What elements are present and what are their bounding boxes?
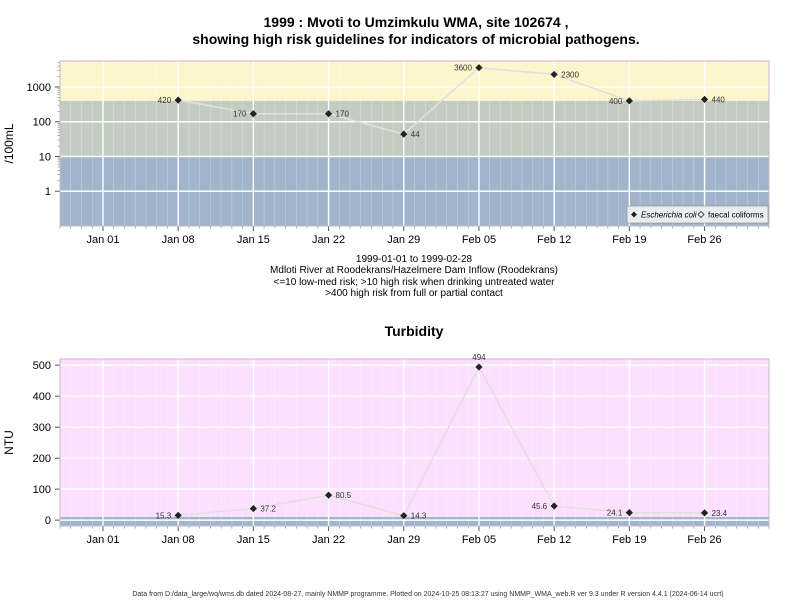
data-point [625, 509, 633, 517]
y-tick-label: 400 [33, 391, 51, 403]
data-label: 3600 [454, 64, 472, 73]
data-label: 494 [472, 353, 486, 362]
chart-title-line1: 1999 : Mvoti to Umzimkulu WMA, site 1026… [264, 14, 569, 30]
data-label: 420 [158, 96, 172, 105]
data-point [550, 70, 558, 79]
x-tick-label: Jan 29 [387, 534, 420, 546]
data-point [249, 110, 257, 118]
data-label: 24.1 [607, 509, 623, 518]
legend-marker-ecoli [631, 211, 637, 218]
data-point [400, 512, 408, 520]
legend-marker-faecal [697, 210, 705, 219]
data-label: 15.3 [156, 511, 172, 520]
x-tick-label: Jan 01 [86, 234, 119, 246]
legend-label-faecal: faecal coliforms [708, 211, 764, 220]
data-point [700, 95, 709, 103]
y-tick-label: 200 [33, 453, 51, 465]
low-band [60, 517, 769, 526]
turbidity-title: Turbidity [385, 323, 444, 339]
turbidity-panel: Jan 01 Jan 08 Jan 15 Jan 22 Jan 29 Feb 05 Feb … [2, 323, 770, 546]
data-point [475, 64, 483, 72]
x-tick-label: Jan 15 [237, 234, 270, 246]
plot-frame [59, 60, 770, 227]
data-label: 23.4 [712, 509, 728, 518]
y-tick-label: 100 [33, 484, 51, 496]
caption-site: Mdloti River at Roodekrans/Hazelmere Dam… [270, 265, 558, 276]
ecoli-panel: Jan 01 Jan 08 Jan 15 Jan 22 Jan 29 Feb 05 Feb … [2, 60, 770, 246]
data-point [174, 96, 182, 104]
x-tick-label: Feb 19 [612, 234, 646, 246]
data-label: 80.5 [336, 491, 352, 500]
data-point [249, 504, 257, 513]
caption-guideline-contact: >400 high risk from full or partial cont… [325, 288, 503, 299]
caption-guideline-drinking: <=10 low-med risk; >10 high risk when dr… [274, 277, 556, 288]
data-label: 14.3 [411, 512, 427, 521]
x-tick-label: Jan 08 [162, 234, 195, 246]
series-line [178, 365, 705, 517]
data-point [550, 502, 558, 510]
footer-note: Data from D:/data_large/wq/wms.db dated … [132, 591, 723, 598]
x-tick-label: Feb 26 [687, 534, 721, 546]
x-tick-label: Feb 12 [537, 234, 571, 246]
y-tick-label: 10 [39, 151, 51, 163]
legend-label-ecoli: Escherichia coli [641, 211, 697, 220]
x-tick-label: Feb 19 [612, 534, 646, 546]
data-point [174, 511, 182, 519]
data-label: 44 [411, 130, 420, 139]
chart-title-line2: showing high risk guidelines for indicat… [192, 31, 639, 47]
y-axis-label: NTU [2, 430, 16, 455]
x-tick-label: Feb 26 [687, 234, 721, 246]
y-tick-label: 1 [45, 186, 51, 198]
series-line [178, 66, 705, 136]
x-tick-label: Jan 22 [312, 234, 345, 246]
data-point [324, 491, 333, 499]
x-tick-label: Jan 29 [387, 234, 420, 246]
data-point [324, 110, 333, 118]
data-label: 170 [233, 110, 247, 119]
y-tick-label: 1000 [27, 82, 51, 94]
data-label: 400 [609, 97, 623, 106]
x-tick-label: Jan 01 [86, 534, 119, 546]
y-axis-label: /100mL [2, 123, 16, 163]
data-label: 2300 [561, 70, 579, 79]
data-point [400, 130, 408, 138]
data-label: 170 [336, 110, 350, 119]
x-tick-label: Feb 05 [462, 234, 496, 246]
y-tick-label: 300 [33, 422, 51, 434]
plot-frame [59, 358, 770, 527]
data-point [475, 363, 483, 371]
y-tick-label: 0 [45, 515, 51, 527]
x-tick-label: Jan 22 [312, 534, 345, 546]
caption-date-range: 1999-01-01 to 1999-02-28 [356, 254, 473, 265]
y-tick-label: 500 [33, 360, 51, 372]
data-point [700, 509, 709, 517]
y-tick-label: 100 [33, 117, 51, 129]
data-point [625, 97, 633, 105]
x-tick-label: Jan 15 [237, 534, 270, 546]
data-label: 440 [712, 95, 726, 104]
x-tick-label: Feb 05 [462, 534, 496, 546]
data-label: 37.2 [260, 505, 276, 514]
x-tick-label: Jan 08 [162, 534, 195, 546]
data-label: 45.6 [532, 502, 548, 511]
x-tick-label: Feb 12 [537, 534, 571, 546]
